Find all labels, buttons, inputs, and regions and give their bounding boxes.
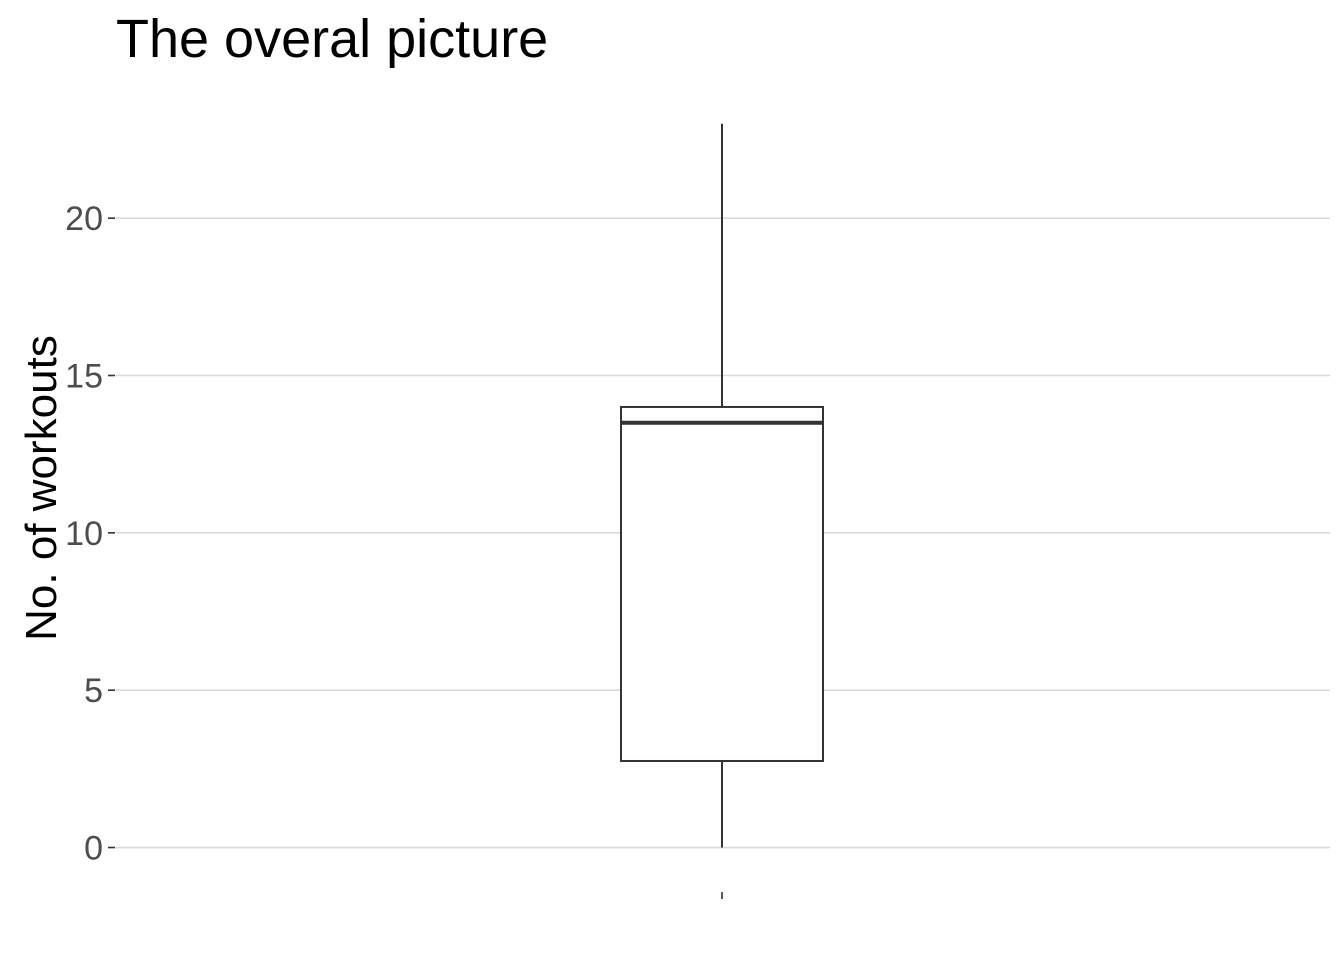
chart-title: The overal picture [116,9,548,69]
y-tick-label-4: 20 [65,200,103,238]
y-axis-label: No. of workouts [17,335,66,641]
y-tick-label-3: 15 [65,358,103,396]
y-tick-label-0: 0 [84,830,103,868]
iqr-box [620,405,824,762]
y-axis: 0 5 10 15 20 [65,200,115,868]
boxplot [620,123,824,848]
y-tick-label-1: 5 [84,672,103,710]
y-tick-label-2: 10 [65,515,103,553]
